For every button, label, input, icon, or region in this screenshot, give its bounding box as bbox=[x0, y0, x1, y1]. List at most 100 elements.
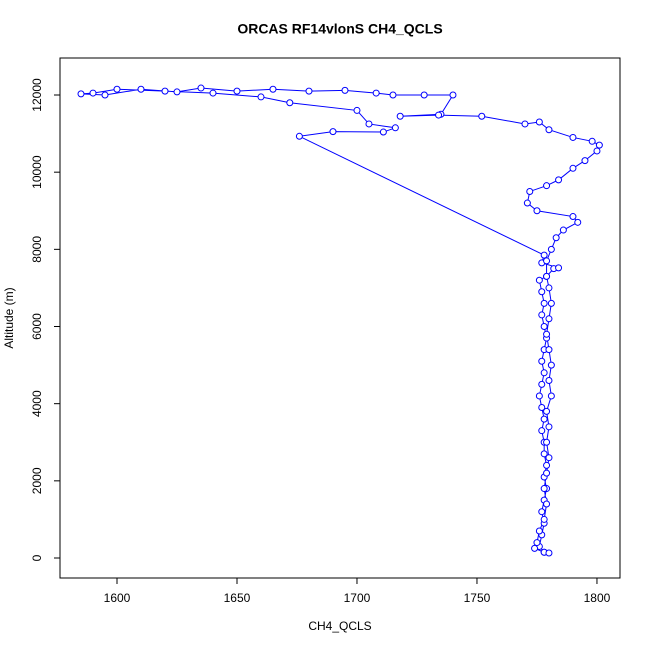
data-point bbox=[295, 132, 303, 140]
data-point bbox=[379, 128, 387, 136]
data-point bbox=[478, 112, 486, 120]
data-point bbox=[540, 251, 548, 259]
data-point bbox=[540, 415, 548, 423]
data-point bbox=[101, 91, 109, 99]
data-point bbox=[545, 126, 553, 134]
data-point bbox=[543, 182, 551, 190]
data-point bbox=[543, 469, 551, 477]
data-line bbox=[80, 87, 600, 554]
data-point bbox=[574, 218, 582, 226]
data-point bbox=[538, 357, 546, 365]
data-point bbox=[555, 264, 563, 272]
data-point bbox=[581, 157, 589, 165]
y-tick-label: 8000 bbox=[30, 236, 44, 263]
data-point bbox=[353, 106, 361, 114]
plot-frame bbox=[59, 57, 621, 579]
x-tick-label: 1650 bbox=[224, 591, 251, 605]
data-point bbox=[543, 500, 551, 508]
data-point bbox=[543, 330, 551, 338]
data-point bbox=[545, 454, 553, 462]
data-point bbox=[538, 508, 546, 516]
data-point bbox=[538, 404, 546, 412]
data-point bbox=[233, 87, 241, 95]
data-point bbox=[569, 164, 577, 172]
data-point bbox=[538, 288, 546, 296]
data-point bbox=[540, 323, 548, 331]
data-point bbox=[543, 461, 551, 469]
data-point bbox=[540, 485, 548, 493]
data-point bbox=[569, 213, 577, 221]
data-point bbox=[545, 549, 553, 557]
data-point bbox=[389, 91, 397, 99]
data-point bbox=[533, 539, 541, 547]
data-point bbox=[535, 276, 543, 284]
data-point bbox=[540, 299, 548, 307]
data-point bbox=[547, 299, 555, 307]
data-point bbox=[391, 124, 399, 132]
data-point bbox=[286, 99, 294, 107]
data-point bbox=[540, 369, 548, 377]
data-point bbox=[257, 93, 265, 101]
data-point bbox=[77, 90, 85, 98]
data-point bbox=[197, 84, 205, 92]
chart-title: ORCAS RF14vlonS CH4_QCLS bbox=[237, 21, 442, 37]
data-point bbox=[543, 272, 551, 280]
y-axis-label: Altitude (m) bbox=[2, 287, 16, 348]
y-tick-label: 4000 bbox=[30, 390, 44, 417]
y-tick-label: 12000 bbox=[30, 78, 44, 112]
x-axis-label: CH4_QCLS bbox=[308, 619, 371, 633]
data-point bbox=[538, 427, 546, 435]
data-point bbox=[526, 187, 534, 195]
data-point bbox=[533, 207, 541, 215]
data-point bbox=[547, 392, 555, 400]
data-point bbox=[372, 89, 380, 97]
data-point bbox=[269, 85, 277, 93]
data-point bbox=[540, 450, 548, 458]
data-point bbox=[209, 89, 217, 97]
data-point bbox=[341, 86, 349, 94]
data-point bbox=[137, 85, 145, 93]
data-point bbox=[545, 315, 553, 323]
y-tick-label: 2000 bbox=[30, 467, 44, 494]
data-point bbox=[547, 361, 555, 369]
data-point bbox=[545, 423, 553, 431]
data-point bbox=[540, 515, 548, 523]
data-point bbox=[543, 257, 551, 265]
data-point bbox=[545, 377, 553, 385]
data-point bbox=[595, 141, 603, 149]
data-point bbox=[593, 147, 601, 155]
data-point bbox=[173, 88, 181, 96]
data-point bbox=[449, 91, 457, 99]
data-point bbox=[559, 226, 567, 234]
data-point bbox=[555, 176, 563, 184]
data-point bbox=[161, 87, 169, 95]
data-point bbox=[545, 284, 553, 292]
x-tick-label: 1800 bbox=[584, 591, 611, 605]
data-point bbox=[365, 120, 373, 128]
data-point bbox=[535, 392, 543, 400]
data-point bbox=[538, 380, 546, 388]
data-point bbox=[569, 133, 577, 141]
data-point bbox=[552, 234, 560, 242]
data-point bbox=[329, 128, 337, 136]
data-point bbox=[588, 137, 596, 145]
x-tick-label: 1700 bbox=[344, 591, 371, 605]
data-point bbox=[535, 527, 543, 535]
data-point bbox=[113, 85, 121, 93]
y-tick-label: 6000 bbox=[30, 313, 44, 340]
data-point bbox=[305, 87, 313, 95]
data-point bbox=[545, 346, 553, 354]
data-point bbox=[420, 91, 428, 99]
y-tick-label: 10000 bbox=[30, 155, 44, 189]
data-point bbox=[538, 311, 546, 319]
data-point bbox=[523, 199, 531, 207]
data-point bbox=[535, 118, 543, 126]
data-point bbox=[435, 111, 443, 119]
data-point bbox=[396, 112, 404, 120]
data-point bbox=[531, 544, 539, 552]
x-tick-label: 1750 bbox=[464, 591, 491, 605]
data-point bbox=[89, 89, 97, 97]
data-point bbox=[547, 245, 555, 253]
data-point bbox=[543, 407, 551, 415]
